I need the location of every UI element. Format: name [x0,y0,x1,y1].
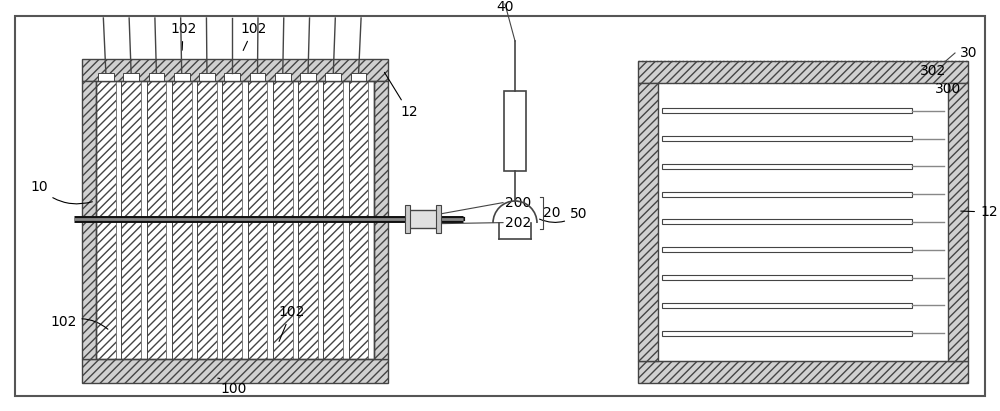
Bar [349,81,368,359]
Bar [149,73,164,81]
Bar [662,192,912,197]
Bar [224,73,240,81]
Bar [242,81,248,359]
Bar [658,83,948,361]
Bar [662,331,912,336]
Bar [504,91,526,171]
Text: 102: 102 [50,315,108,329]
Text: 202: 202 [505,216,531,230]
Bar [662,303,912,308]
Bar [217,81,222,359]
Text: 12: 12 [961,205,998,219]
Bar [141,81,147,359]
Text: 100: 100 [218,378,246,396]
Bar [323,81,343,359]
Bar [298,81,318,359]
Bar [662,109,912,113]
Bar [374,81,388,359]
Bar [343,81,349,359]
Bar [98,73,114,81]
Bar [82,359,388,383]
Bar [638,361,968,383]
Bar [325,73,341,81]
Bar [96,81,374,359]
Bar [147,81,166,359]
Text: 10: 10 [30,180,92,204]
Bar [96,81,116,359]
Bar [199,73,215,81]
Bar [405,205,410,233]
Bar [638,83,658,361]
Bar [368,81,374,359]
Bar [409,210,437,228]
Text: 40: 40 [496,0,514,14]
Bar [275,73,291,81]
Text: 200: 200 [505,196,531,210]
Bar [662,247,912,252]
Bar [318,81,323,359]
Text: 302: 302 [920,64,946,78]
Bar [662,219,912,224]
Bar [197,81,217,359]
Bar [166,81,172,359]
Text: 102: 102 [240,22,266,51]
Bar [250,73,265,81]
Bar [174,73,190,81]
Text: 30: 30 [960,46,978,60]
Bar [172,81,192,359]
Bar [436,205,441,233]
Text: 50: 50 [540,207,588,222]
Text: 12: 12 [384,72,418,119]
Bar [293,81,298,359]
Bar [222,81,242,359]
Bar [123,73,139,81]
Bar [662,136,912,141]
Text: 102: 102 [170,22,196,50]
Bar [82,81,96,359]
Bar [121,81,141,359]
Bar [82,59,388,81]
Bar [662,164,912,169]
Bar [192,81,197,359]
Bar [116,81,121,359]
Bar [662,275,912,280]
Bar [351,73,366,81]
Text: 20: 20 [543,206,560,219]
Bar [248,81,267,359]
Bar [638,61,968,83]
Bar [948,83,968,361]
Bar [273,81,293,359]
Bar [267,81,273,359]
Text: 102: 102 [278,305,304,342]
Text: 300: 300 [935,82,961,96]
Bar [300,73,316,81]
